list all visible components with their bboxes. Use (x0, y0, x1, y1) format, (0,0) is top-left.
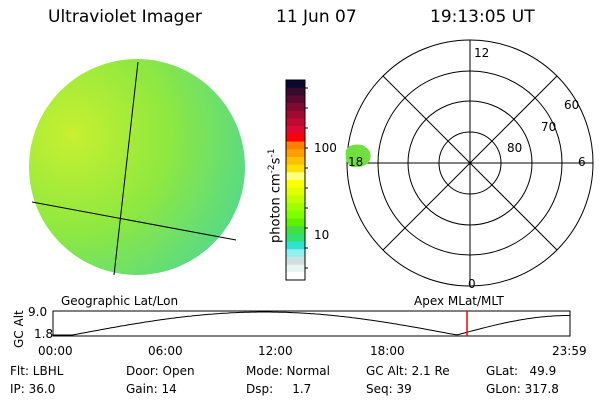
polar-lat-80: 80 (507, 141, 523, 155)
colorbar-swatch (286, 110, 305, 119)
date-label: 11 Jun 07 (276, 7, 357, 27)
colorbar-tick-100: 100 (314, 141, 337, 155)
geo-label: Geographic Lat/Lon (61, 294, 179, 308)
colorbar-swatch (286, 203, 305, 212)
polar-label-18: 18 (348, 155, 364, 169)
colorbar-swatch (286, 264, 305, 273)
colorbar-swatch (286, 80, 305, 89)
xtick: 12:00 (258, 344, 293, 358)
colorbar-swatch (286, 156, 305, 166)
instrument-title: Ultraviolet Imager (48, 7, 202, 27)
colorbar-swatch (286, 210, 305, 219)
timeline-ymin: 1.8 (34, 327, 54, 341)
status-filter: Flt: LBHL (10, 364, 64, 378)
timeline-ymax: 9.0 (28, 305, 48, 319)
colorbar-swatch (286, 126, 305, 135)
colorbar-swatch (286, 95, 305, 104)
colorbar-swatch (286, 164, 305, 173)
timeline-ylabel: GC Alt (12, 310, 26, 348)
colorbar-swatch (286, 180, 305, 189)
xtick: 18:00 (370, 344, 405, 358)
colorbar-swatch (286, 187, 305, 196)
colorbar-swatch (286, 249, 305, 258)
status-dsp: Dsp: 1.7 (246, 382, 312, 396)
apex-label: Apex MLat/MLT (414, 294, 504, 308)
polar-label-12: 12 (474, 46, 490, 60)
polar-label-6: 6 (578, 155, 586, 169)
colorbar-swatch (286, 141, 305, 150)
polar-lat-70: 70 (541, 120, 557, 134)
polar-aurora-patch (345, 144, 371, 168)
polar-lat-60: 60 (564, 98, 580, 112)
earth-image (29, 59, 245, 276)
status-glat: GLat: 49.9 (486, 364, 557, 378)
colorbar-swatch (286, 87, 305, 96)
polar-label-0: 0 (468, 277, 476, 291)
status-door: Door: Open (126, 364, 195, 378)
colorbar-swatch (286, 226, 305, 235)
status-gain: Gain: 14 (126, 382, 177, 396)
colorbar-swatch (286, 118, 305, 127)
colorbar-swatch (286, 172, 305, 181)
colorbar-swatch (286, 103, 305, 112)
colorbar-tick-10: 10 (314, 228, 330, 242)
xtick: 06:00 (148, 344, 183, 358)
colorbar-swatch (286, 133, 305, 143)
colorbar-swatch (286, 233, 305, 243)
status-glon: GLon: 317.8 (486, 382, 559, 396)
status-seq: Seq: 39 (366, 382, 412, 396)
xtick: 23:59 (552, 344, 587, 358)
colorbar-frame (285, 79, 306, 281)
colorbar (285, 79, 308, 281)
altitude-curve (53, 311, 571, 336)
colorbar-swatch (286, 218, 305, 227)
colorbar-swatch (286, 149, 305, 158)
colorbar-swatch (286, 241, 305, 250)
status-gc-alt: GC Alt: 2.1 Re (366, 364, 450, 378)
colorbar-unit: photon cm-2s-1 (267, 148, 284, 243)
status-ip: IP: 36.0 (10, 382, 56, 396)
colorbar-swatch (286, 195, 305, 204)
time-label: 19:13:05 UT (430, 7, 535, 27)
colorbar-swatch (286, 272, 305, 281)
timeline-plot (52, 310, 571, 337)
polar-plot (345, 39, 594, 287)
status-mode: Mode: Normal (246, 364, 330, 378)
colorbar-swatch (286, 256, 305, 266)
xtick: 00:00 (38, 344, 73, 358)
